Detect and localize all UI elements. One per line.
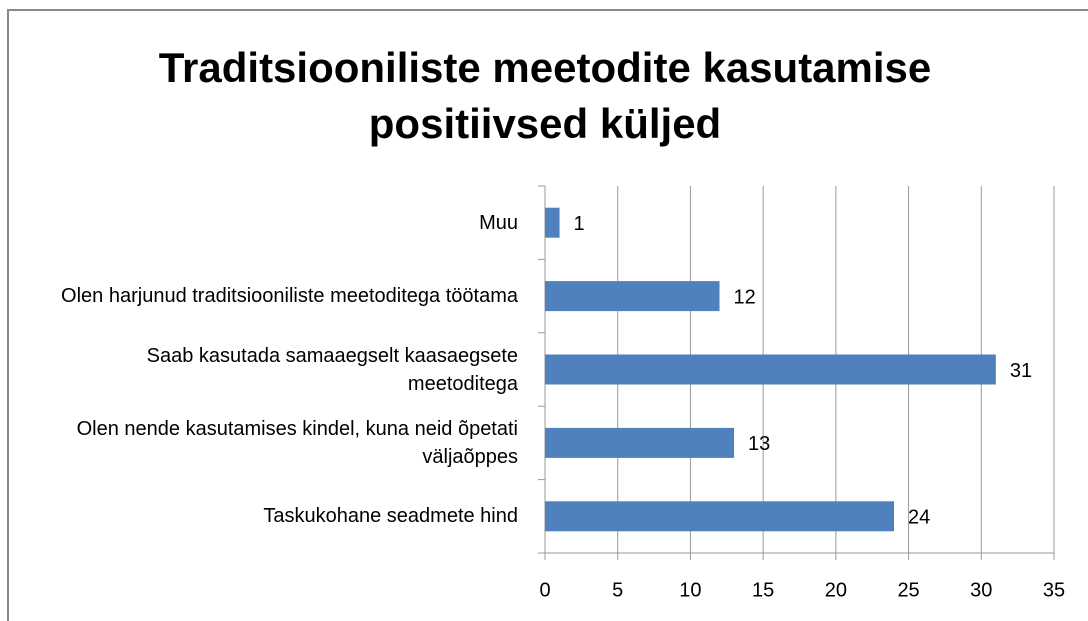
x-tick-label: 5 [612, 579, 623, 601]
y-tick-label: Olen nende kasutamises kindel, kuna neid… [76, 417, 518, 468]
y-tick-label: Muu [479, 211, 518, 234]
bar [545, 427, 735, 458]
x-tick-label: 20 [825, 579, 847, 601]
bar [545, 281, 720, 312]
x-tick-label: 0 [539, 579, 550, 601]
bar [545, 207, 560, 238]
y-tick-label: Taskukohane seadmete hind [263, 505, 518, 528]
x-tick-label: 25 [897, 579, 919, 601]
chart-border [7, 9, 1088, 621]
value-label: 24 [908, 507, 930, 529]
x-tick-label: 10 [679, 579, 701, 601]
value-label: 12 [734, 286, 756, 308]
x-tick-label: 35 [1043, 579, 1065, 601]
value-label: 31 [1010, 360, 1032, 382]
x-tick-label: 30 [970, 579, 992, 601]
bar [545, 501, 895, 532]
x-tick-label: 15 [752, 579, 774, 601]
value-label: 13 [748, 433, 770, 455]
bar [545, 354, 996, 385]
chart-title: Traditsiooniliste meetodite kasutamise p… [158, 44, 932, 147]
value-label: 1 [574, 213, 585, 235]
y-tick-label: Saab kasutada samaaegselt kaasaegsete me… [146, 344, 518, 395]
y-tick-label: Olen harjunud traditsiooniliste meetodit… [61, 285, 518, 308]
